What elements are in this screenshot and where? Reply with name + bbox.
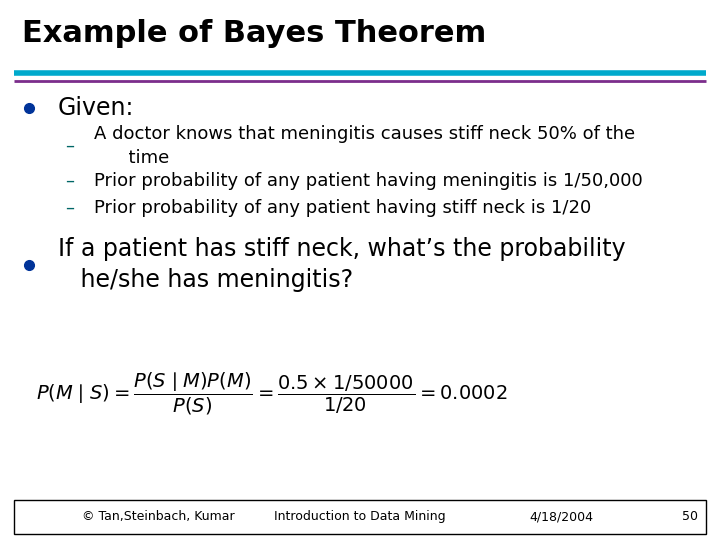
Text: A doctor knows that meningitis causes stiff neck 50% of the
      time: A doctor knows that meningitis causes st… bbox=[94, 125, 635, 167]
Text: © Tan,Steinbach, Kumar: © Tan,Steinbach, Kumar bbox=[82, 510, 235, 523]
Text: 50: 50 bbox=[683, 510, 698, 523]
Text: –: – bbox=[65, 172, 73, 190]
Text: –: – bbox=[65, 199, 73, 217]
Text: $P(M\mid S) = \dfrac{P(S\mid M)P(M)}{P(S)} = \dfrac{0.5 \times 1/50000}{1/20} = : $P(M\mid S) = \dfrac{P(S\mid M)P(M)}{P(S… bbox=[36, 371, 508, 417]
Text: –: – bbox=[65, 137, 73, 155]
Text: Example of Bayes Theorem: Example of Bayes Theorem bbox=[22, 19, 486, 48]
Text: 4/18/2004: 4/18/2004 bbox=[530, 510, 593, 523]
Text: Prior probability of any patient having stiff neck is 1/20: Prior probability of any patient having … bbox=[94, 199, 591, 217]
FancyBboxPatch shape bbox=[14, 500, 706, 534]
Text: Prior probability of any patient having meningitis is 1/50,000: Prior probability of any patient having … bbox=[94, 172, 642, 190]
Text: If a patient has stiff neck, what’s the probability
   he/she has meningitis?: If a patient has stiff neck, what’s the … bbox=[58, 237, 625, 292]
Text: Introduction to Data Mining: Introduction to Data Mining bbox=[274, 510, 446, 523]
Text: Given:: Given: bbox=[58, 96, 134, 120]
